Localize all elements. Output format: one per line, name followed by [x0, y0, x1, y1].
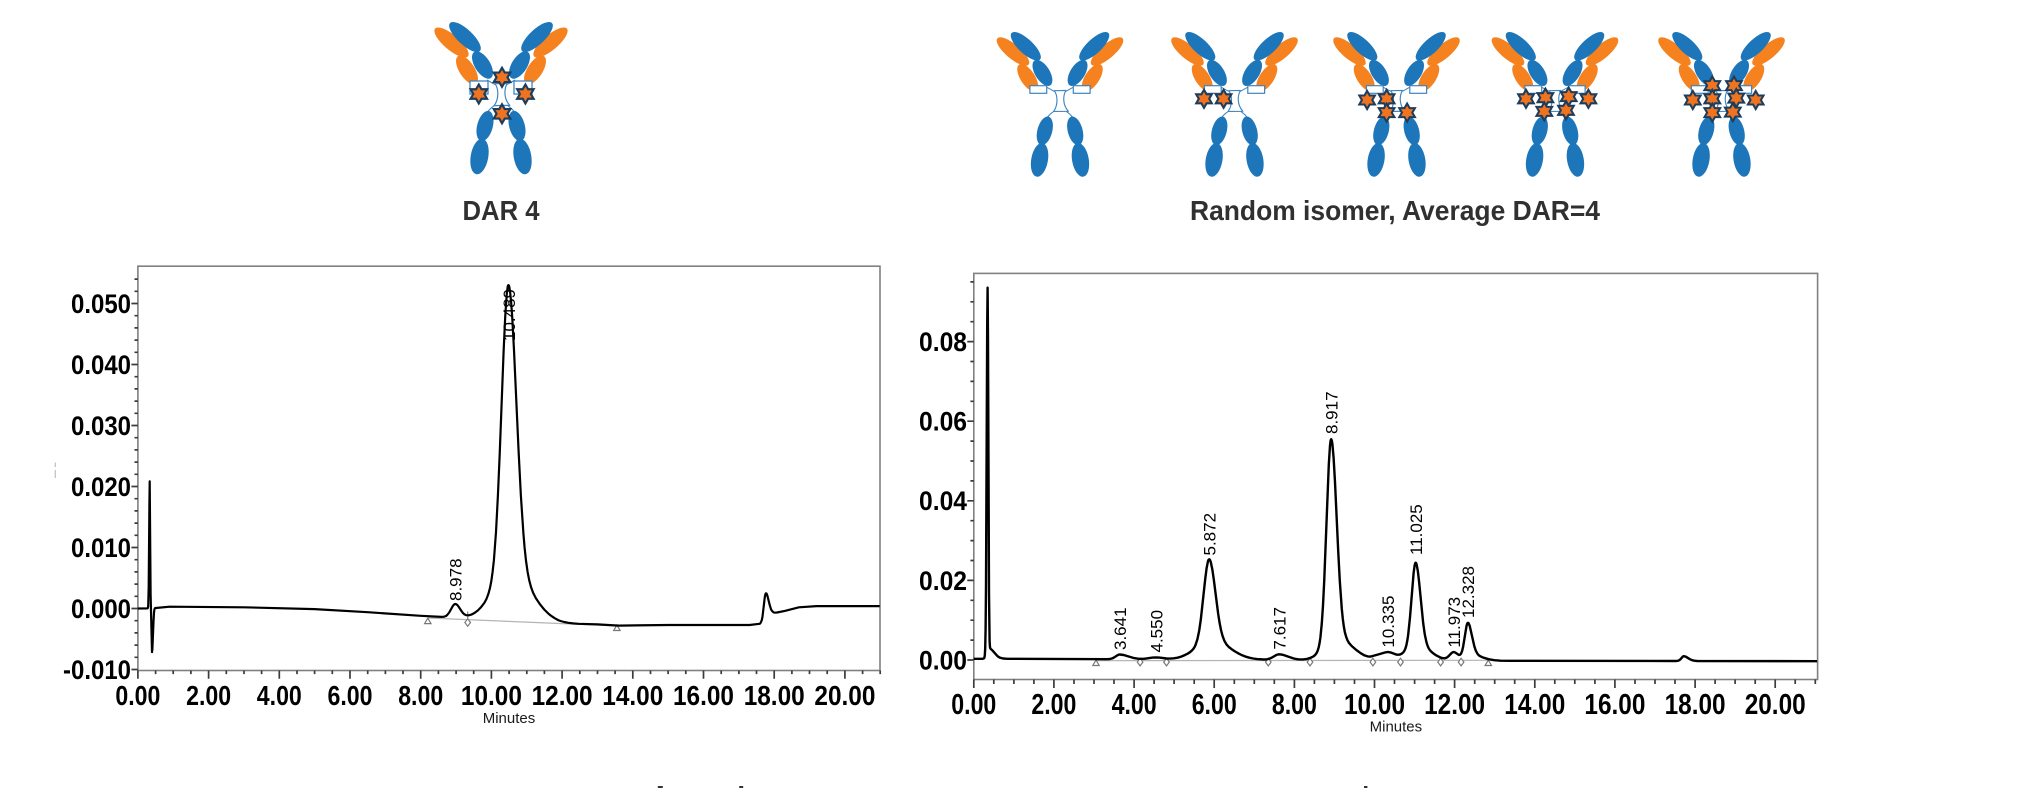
svg-text:16.00: 16.00 [1584, 689, 1645, 721]
svg-text:0.02: 0.02 [919, 566, 967, 596]
svg-text:0.030: 0.030 [71, 411, 131, 441]
svg-text:10.00: 10.00 [1344, 689, 1405, 721]
svg-text:4.00: 4.00 [257, 680, 302, 711]
svg-text:Minutes: Minutes [1370, 719, 1423, 736]
svg-text:6.00: 6.00 [328, 680, 373, 711]
svg-text:12.00: 12.00 [532, 680, 593, 711]
svg-text:20.00: 20.00 [1745, 689, 1806, 721]
svg-text:5.872: 5.872 [1200, 513, 1219, 556]
svg-text:8.00: 8.00 [398, 680, 443, 711]
svg-text:10.00: 10.00 [461, 680, 522, 711]
svg-text:2.00: 2.00 [1031, 689, 1076, 721]
svg-text:0.000: 0.000 [71, 594, 131, 624]
svg-text:Random isomer, Average DAR=4: Random isomer, Average DAR=4 [1190, 195, 1600, 226]
svg-text:16.00: 16.00 [673, 680, 734, 711]
svg-text:10.489: 10.489 [500, 289, 519, 341]
svg-text:12.00: 12.00 [1424, 689, 1485, 721]
svg-text:3.641: 3.641 [1111, 607, 1130, 650]
svg-text:Minutes: Minutes [483, 710, 536, 727]
svg-text:0.00: 0.00 [951, 689, 996, 721]
svg-text:0.050: 0.050 [71, 289, 131, 319]
svg-text:2.00: 2.00 [186, 680, 231, 711]
svg-text:11.025: 11.025 [1407, 504, 1426, 555]
svg-text:0.00: 0.00 [919, 645, 967, 675]
svg-text:4.550: 4.550 [1147, 610, 1166, 653]
svg-text:0.08: 0.08 [919, 327, 967, 357]
svg-text:0.040: 0.040 [71, 350, 131, 380]
svg-text:-0.010: -0.010 [63, 655, 131, 685]
svg-text:8.917: 8.917 [1322, 391, 1341, 434]
svg-text:14.00: 14.00 [1504, 689, 1565, 721]
svg-text:0.06: 0.06 [919, 407, 967, 437]
svg-text:0.04: 0.04 [919, 486, 967, 516]
svg-text:18.00: 18.00 [1665, 689, 1726, 721]
svg-text:20.00: 20.00 [814, 680, 875, 711]
svg-text:11.973: 11.973 [1445, 597, 1464, 648]
svg-text:7.617: 7.617 [1270, 607, 1289, 650]
svg-text:14.00: 14.00 [602, 680, 663, 711]
svg-text:8.978: 8.978 [447, 558, 466, 601]
svg-text:0.00: 0.00 [115, 680, 160, 711]
svg-text:4.00: 4.00 [1112, 689, 1157, 721]
svg-text:10.335: 10.335 [1379, 596, 1398, 648]
svg-text:18.00: 18.00 [744, 680, 805, 711]
svg-text:0.010: 0.010 [71, 533, 131, 563]
svg-text:6.00: 6.00 [1192, 689, 1237, 721]
svg-text:0.020: 0.020 [71, 472, 131, 502]
svg-text:8.00: 8.00 [1272, 689, 1317, 721]
svg-text:12.328: 12.328 [1459, 566, 1478, 618]
svg-text:DAR 4: DAR 4 [463, 195, 540, 226]
